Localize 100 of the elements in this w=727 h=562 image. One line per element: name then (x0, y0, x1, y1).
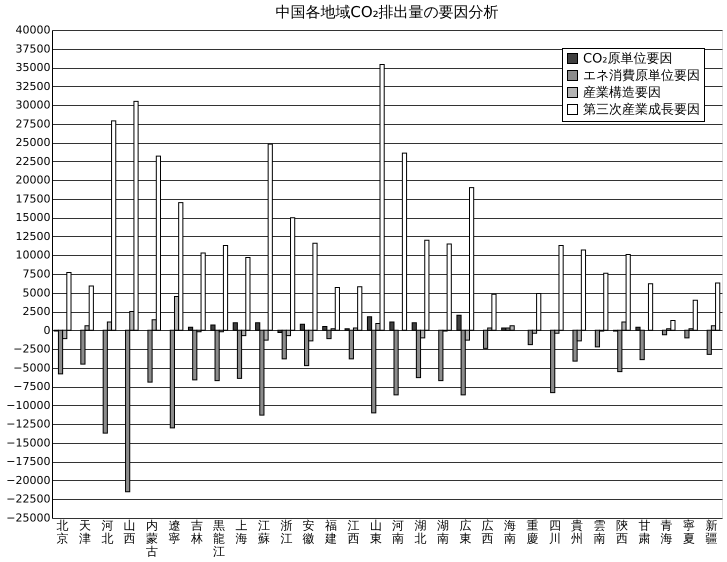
y-tick-label: −5000 (13, 361, 50, 374)
y-tick-label: 27500 (16, 117, 50, 130)
x-tick-label: 山東 (370, 518, 382, 546)
bar (670, 320, 676, 331)
chart-title: 中国各地域CO₂排出量の要因分析 (275, 3, 499, 21)
bar (558, 244, 564, 331)
x-tick-label: 山西 (124, 518, 136, 546)
y-tick-label: 12500 (16, 230, 50, 243)
bar (192, 330, 198, 380)
x-tick-label: 重慶 (526, 518, 538, 546)
x-tick-label: 湖北 (414, 518, 427, 546)
y-tick-label: 40000 (16, 24, 50, 36)
legend-label: 産業構造要因 (583, 84, 661, 100)
y-tick-label: 32500 (16, 80, 50, 93)
bar (200, 252, 206, 331)
y-tick-label: −20000 (6, 474, 50, 487)
bar (482, 330, 488, 349)
bar (594, 330, 600, 348)
x-tick-label: 江蘇 (258, 518, 270, 546)
y-tick-label: 20000 (16, 174, 50, 187)
bar (326, 330, 332, 340)
bar (446, 243, 452, 331)
bar (402, 152, 408, 331)
x-tick-label: 遼寧 (168, 518, 180, 546)
x-tick-label: 湖南 (436, 518, 449, 546)
x-tick-label: 福建 (324, 518, 338, 546)
x-tick-label: 青海 (660, 518, 673, 546)
bar (536, 293, 542, 331)
x-tick-label: 広西 (482, 518, 494, 546)
x-tick-label: 安徽 (302, 518, 315, 546)
bar (357, 286, 362, 331)
bar (178, 202, 184, 331)
bar (550, 330, 556, 394)
bar (380, 64, 385, 331)
x-tick-label: 内蒙古 (146, 518, 158, 558)
bar (111, 120, 116, 331)
bar (692, 300, 698, 331)
bar (648, 283, 654, 331)
legend-label: 第三次産業成長要因 (583, 102, 700, 118)
x-tick-label: 甘粛 (638, 518, 650, 546)
y-tick-label: −10000 (6, 398, 50, 412)
x-tick-label: 天津 (78, 518, 91, 546)
x-tick-label: 寧夏 (683, 518, 696, 546)
y-tick-label: 5000 (22, 286, 50, 300)
bar (662, 330, 668, 336)
bar (640, 330, 645, 360)
legend-label: エネ消費原単位要因 (583, 68, 700, 84)
x-tick-label: 広東 (459, 518, 472, 546)
y-tick-label: 17500 (16, 192, 50, 206)
y-tick-label: 10000 (16, 248, 50, 262)
y-tick-label: 22500 (16, 154, 50, 168)
bar (684, 330, 690, 338)
bar (156, 156, 161, 331)
bar (715, 282, 720, 331)
y-tick-label: 2500 (22, 305, 50, 318)
x-tick-label: 四川 (548, 518, 561, 546)
bar (501, 328, 506, 331)
x-tick-label: 上海 (236, 518, 248, 546)
y-tick-label: −17500 (6, 455, 50, 468)
legend-label: CO₂原単位要因 (583, 52, 673, 66)
bar (222, 244, 228, 331)
x-tick-label: 河北 (101, 518, 114, 546)
x-tick-label: 新疆 (705, 518, 718, 546)
x-tick-label: 黒龍江 (213, 518, 226, 558)
y-tick-label: −7500 (13, 380, 50, 394)
x-tick-label: 海南 (504, 518, 516, 546)
y-tick-label: −15000 (6, 436, 50, 450)
x-tick-label: 陝西 (616, 518, 628, 546)
bar (510, 325, 515, 331)
y-tick-label: 0 (44, 324, 50, 337)
y-tick-label: 15000 (16, 211, 50, 224)
y-tick-label: 35000 (16, 61, 50, 74)
y-tick-label: 25000 (16, 136, 50, 150)
y-tick-label: −22500 (6, 492, 50, 506)
y-tick-label: 30000 (16, 98, 50, 112)
bar (348, 330, 354, 360)
y-tick-label: −12500 (6, 418, 50, 431)
bar (133, 100, 139, 331)
bar (80, 330, 86, 365)
x-tick-label: 北京 (56, 518, 69, 546)
y-tick-label: 7500 (22, 268, 50, 280)
bar (282, 330, 287, 360)
bar (438, 330, 444, 382)
x-tick-label: 浙江 (280, 518, 292, 546)
bar (706, 330, 712, 355)
x-tick-label: 吉林 (190, 518, 203, 546)
x-tick-label: 雲南 (594, 518, 606, 546)
bar (491, 294, 497, 331)
x-tick-label: 江西 (347, 518, 360, 546)
bar (603, 272, 608, 331)
x-tick-label: 河南 (392, 518, 404, 546)
x-tick-label: 貴州 (571, 518, 584, 546)
bar (334, 287, 340, 331)
bar (58, 330, 64, 374)
bar (528, 330, 533, 346)
y-tick-label: −25000 (6, 512, 50, 524)
y-tick-label: 37500 (16, 42, 50, 56)
y-tick-label: −2500 (13, 342, 50, 356)
bar (88, 286, 94, 331)
bar (626, 254, 631, 331)
